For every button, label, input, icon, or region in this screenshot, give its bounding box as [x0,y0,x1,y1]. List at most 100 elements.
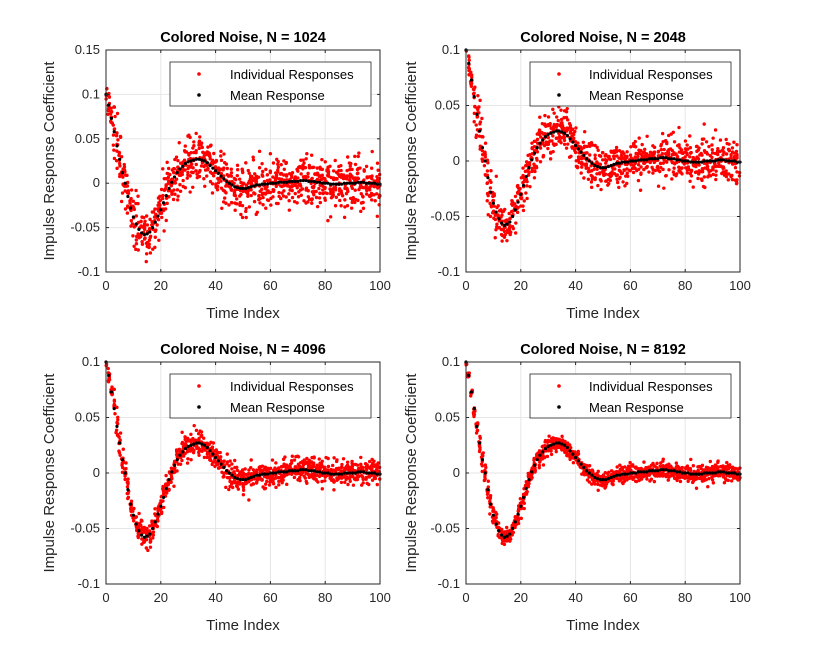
mean-response-point [675,470,679,474]
individual-response-point [622,476,626,481]
mean-response-point [323,471,327,475]
mean-response-point [620,472,624,476]
individual-response-point [116,421,120,426]
mean-response-point [631,159,635,163]
individual-response-point [376,168,380,172]
individual-response-point [310,475,314,479]
individual-response-point [647,153,652,158]
y-tick-label: 0 [453,465,460,480]
individual-response-point [726,147,731,152]
individual-response-point [375,192,379,196]
individual-response-point [576,155,581,159]
individual-response-point [612,149,616,153]
mean-response-point [348,181,352,185]
individual-response-point [350,167,354,172]
mean-response-point [700,472,704,476]
individual-response-point [342,215,347,220]
individual-response-point [321,188,325,192]
individual-response-point [235,173,240,178]
individual-response-point [258,201,262,205]
individual-response-point [637,148,641,152]
mean-response-point [576,459,580,463]
individual-response-point [156,217,161,222]
individual-response-point [198,135,202,139]
individual-response-point [639,172,643,176]
individual-response-point [702,175,707,179]
mean-response-point [140,231,144,235]
individual-response-point [148,234,153,239]
mean-response-point [609,475,613,480]
individual-response-point [247,179,251,183]
individual-response-point [144,252,149,256]
individual-response-point [664,159,668,164]
mean-response-point [653,157,657,161]
mean-response-point [361,470,366,474]
individual-response-point [358,466,362,470]
mean-response-point [642,470,646,474]
mean-response-point [129,502,133,506]
subplot-n8192: Colored Noise, N = 8192 Time Index Impul… [403,342,751,634]
y-tick-label: -0.05 [70,220,100,235]
individual-response-point [179,172,183,176]
individual-response-point [494,227,498,232]
individual-response-point [636,473,641,477]
individual-response-point [478,434,482,439]
individual-response-point [305,456,309,461]
mean-response-point [266,182,270,186]
individual-response-point [636,163,641,167]
individual-response-point [287,192,291,196]
individual-response-point [296,195,301,199]
individual-response-point [143,236,147,240]
individual-response-point [304,479,308,484]
individual-response-point [183,435,187,439]
mean-response-point [211,452,215,456]
individual-response-point [569,154,573,158]
individual-response-point [271,468,276,472]
individual-response-point [335,458,339,462]
mean-response-point [609,163,613,168]
mean-response-point [472,95,476,99]
individual-response-point [485,173,490,177]
individual-response-point [202,164,206,169]
individual-response-point [191,436,195,441]
individual-response-point [600,150,605,155]
individual-response-point [543,132,547,136]
individual-response-point [694,486,699,490]
individual-response-point [121,175,125,179]
individual-response-point [660,151,665,156]
individual-response-point [571,131,576,136]
mean-response-point [282,180,286,184]
individual-response-point [324,455,328,460]
individual-response-point [614,145,619,150]
mean-response-point [650,157,654,161]
individual-response-point [587,141,592,146]
individual-response-point [348,172,352,176]
individual-response-point [257,166,262,170]
individual-response-point [129,508,133,512]
mean-response-point [661,156,665,160]
individual-response-point [139,225,144,229]
legend: Individual Responses Mean Response [529,61,732,107]
individual-response-point [370,478,375,482]
mean-response-point [480,146,485,150]
individual-response-point [225,166,229,171]
individual-response-point [505,219,510,224]
individual-response-point [327,174,331,178]
individual-response-point [549,449,553,453]
mean-response-point [222,465,226,470]
individual-response-point [505,525,509,530]
mean-response-point [642,158,646,162]
mean-response-point [351,471,355,475]
legend: Individual Responses Mean Response [169,61,372,107]
individual-response-point [289,458,294,463]
individual-response-point [585,144,589,149]
individual-response-point [126,482,130,486]
individual-response-point [339,465,344,470]
individual-response-point [645,134,649,138]
individual-response-point [554,449,558,454]
mean-response-point [678,470,682,474]
individual-response-point [713,128,718,132]
individual-response-point [136,194,140,198]
mean-response-point [532,151,537,155]
individual-response-point [290,454,295,458]
